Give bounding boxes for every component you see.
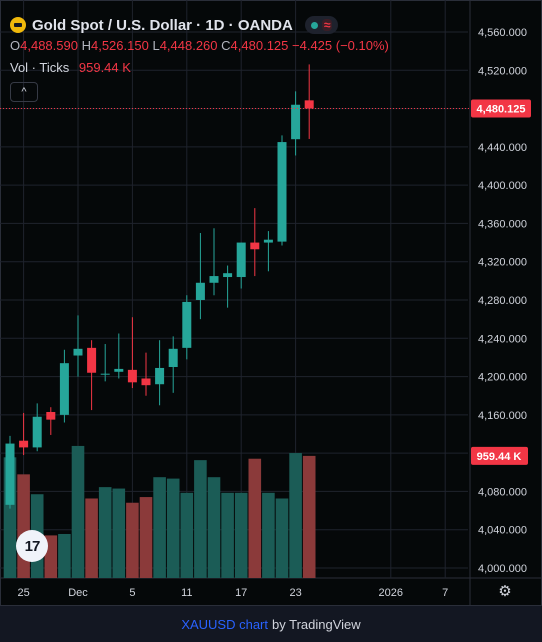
candle-body [141,378,151,386]
change-value: −4.425 (−0.10%) [292,38,389,53]
candle-body [263,239,273,243]
last-price-tag [471,99,531,118]
candle-body [100,373,110,375]
y-tick-label: 4,320.000 [478,257,527,269]
volume-bar [85,498,98,578]
volume-bar [221,492,234,578]
candle-body [155,367,165,385]
candle-body [168,348,178,367]
candle-body [73,348,83,356]
close-value: 4,480.125 [230,38,289,53]
candle-body [114,368,124,372]
y-tick-label: 4,360.000 [478,218,527,230]
y-tick-label: 4,160.000 [478,410,527,422]
y-tick-label: 4,080.000 [478,486,527,498]
candle-body [5,443,15,505]
volume-bar [126,502,139,578]
x-tick-label: 2026 [379,587,403,599]
x-tick-label: 7 [442,587,448,599]
x-tick-label: Dec [68,587,88,599]
y-tick-label: 4,520.000 [478,65,527,77]
tradingview-logo[interactable]: 17 [16,530,48,562]
volume-bar [153,477,166,578]
settings-gear-icon[interactable]: ⚙ [498,583,512,600]
market-status-pill[interactable]: ≈ [304,16,339,34]
high-value: 4,526.150 [90,38,149,53]
live-dot-icon [310,21,318,29]
volume-bar [180,492,194,578]
high-key: H [81,38,91,53]
candle-body [32,416,42,448]
volume-bar [17,474,30,578]
volume-bar [112,488,126,578]
candle-body [291,104,301,140]
low-value: 4,448.260 [159,38,218,53]
volume-bar [139,497,153,578]
volume-label[interactable]: Vol · Ticks [10,60,70,75]
last-volume-tag [471,446,528,465]
candle-body [195,282,205,300]
last-volume-label: 959.44 K [477,451,522,463]
volume-bar [289,453,302,578]
y-tick-label: 4,000.000 [478,563,527,575]
y-tick-label: 4,200.000 [478,372,527,384]
footer: XAUUSD chart by TradingView [0,606,542,642]
volume-bar [262,492,275,578]
candle-body [87,347,97,373]
volume-bar [234,492,248,578]
wave-icon: ≈ [321,18,333,32]
footer-chart-link[interactable]: XAUUSD chart [181,616,269,632]
volume-bar [275,498,289,578]
x-tick-label: 11 [181,587,192,599]
volume-legend-row: Vol · Ticks 959.44 K [10,60,131,75]
x-tick-label: 5 [129,587,135,599]
x-tick-label: 23 [289,587,301,599]
candle-body [59,363,69,415]
ohlc-row: O4,488.590 H4,526.150 L4,448.260 C4,480.… [10,38,389,53]
price-chart[interactable]: 4,560.0004,520.0004,480.0004,440.0004,40… [0,0,542,606]
close-key: C [221,38,231,53]
footer-by-text: by TradingView [272,616,361,632]
y-tick-label: 4,040.000 [478,525,527,537]
volume-bar [302,455,316,578]
x-tick-label: 25 [17,587,29,599]
collapse-legend-button[interactable]: ^ [10,82,38,102]
legend-title-row: Gold Spot / U.S. Dollar · 1D · OANDA ≈ [10,16,339,34]
chevron-up-icon: ^ [21,86,27,98]
candle-body [19,440,29,448]
candle-body [304,100,314,109]
volume-bar [58,533,71,578]
symbol-title[interactable]: Gold Spot / U.S. Dollar · 1D · OANDA [32,16,293,34]
candle-body [250,242,260,250]
candle-body [236,242,246,278]
volume-bar [71,445,85,578]
candle-body [209,276,219,283]
y-tick-label: 4,440.000 [478,142,527,154]
candle-body [223,273,233,278]
open-value: 4,488.590 [20,38,78,53]
y-tick-label: 4,240.000 [478,333,527,345]
volume-bar [248,458,262,578]
candle-body [182,301,192,348]
volume-bar [166,478,180,578]
x-tick-label: 17 [235,587,247,599]
last-price-label: 4,480.125 [477,103,526,115]
y-tick-label: 4,560.000 [478,27,527,39]
candle-body [277,142,287,242]
y-tick-label: 4,280.000 [478,295,527,307]
volume-bar [194,460,207,578]
candle-body [46,411,56,420]
low-key: L [152,38,160,53]
y-tick-label: 4,400.000 [478,180,527,192]
open-key: O [10,38,21,53]
tradingview-logo-text: 17 [24,537,41,555]
volume-bar [98,487,112,578]
volume-value: 959.44 K [78,60,131,75]
candle-body [127,369,137,383]
gold-coin-icon [10,17,26,33]
volume-bar [207,477,221,578]
